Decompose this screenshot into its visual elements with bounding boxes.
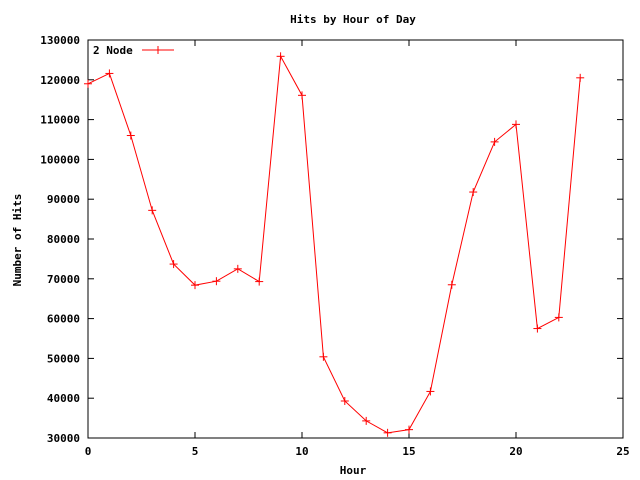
y-tick-label: 50000 [47,352,80,365]
data-point [319,352,328,361]
data-point [426,387,435,396]
y-tick-label: 130000 [40,34,80,47]
data-point [447,280,456,289]
legend: 2 Node [93,44,174,57]
y-tick-label: 120000 [40,74,80,87]
data-point [405,425,413,434]
y-tick-label: 40000 [47,392,80,405]
y-tick-label: 80000 [47,233,80,246]
data-point [554,313,563,322]
data-point [255,277,264,286]
data-point [362,416,371,425]
data-point [233,264,242,273]
data-point [340,396,349,405]
legend-label: 2 Node [93,44,133,57]
data-point [169,260,178,269]
data-point [276,52,285,61]
data-point [383,428,392,437]
x-tick-label: 25 [616,445,629,458]
data-point [191,281,199,290]
y-axis-ticks: 30000 40000 50000 60000 70000 80000 90000 10000… [40,34,623,445]
data-point [298,91,306,100]
series-group [84,52,585,437]
y-axis-label: Number of Hits [11,194,24,287]
data-point [105,69,114,78]
x-tick-label: 5 [192,445,199,458]
series-line [87,54,581,434]
x-tick-label: 0 [85,445,92,458]
chart-title: Hits by Hour of Day [290,13,416,26]
y-tick-label: 110000 [40,114,80,127]
data-point [512,120,520,129]
y-tick-label: 70000 [47,273,80,286]
plot-frame [87,39,624,439]
data-point [490,137,499,146]
y-tick-label: 100000 [40,153,80,166]
x-tick-label: 20 [509,445,522,458]
data-point [84,79,92,88]
x-axis-label: Hour [340,464,367,477]
y-tick-label: 60000 [47,313,80,326]
data-point [469,188,478,197]
x-tick-label: 10 [295,445,308,458]
y-tick-label: 90000 [47,193,80,206]
x-axis-ticks: 0 5 10 15 20 25 [85,40,630,458]
data-point [126,131,135,140]
y-tick-label: 30000 [47,432,80,445]
data-point [212,277,221,286]
x-tick-label: 15 [402,445,415,458]
data-point [148,206,157,215]
data-point [576,73,585,82]
data-point [533,324,542,333]
